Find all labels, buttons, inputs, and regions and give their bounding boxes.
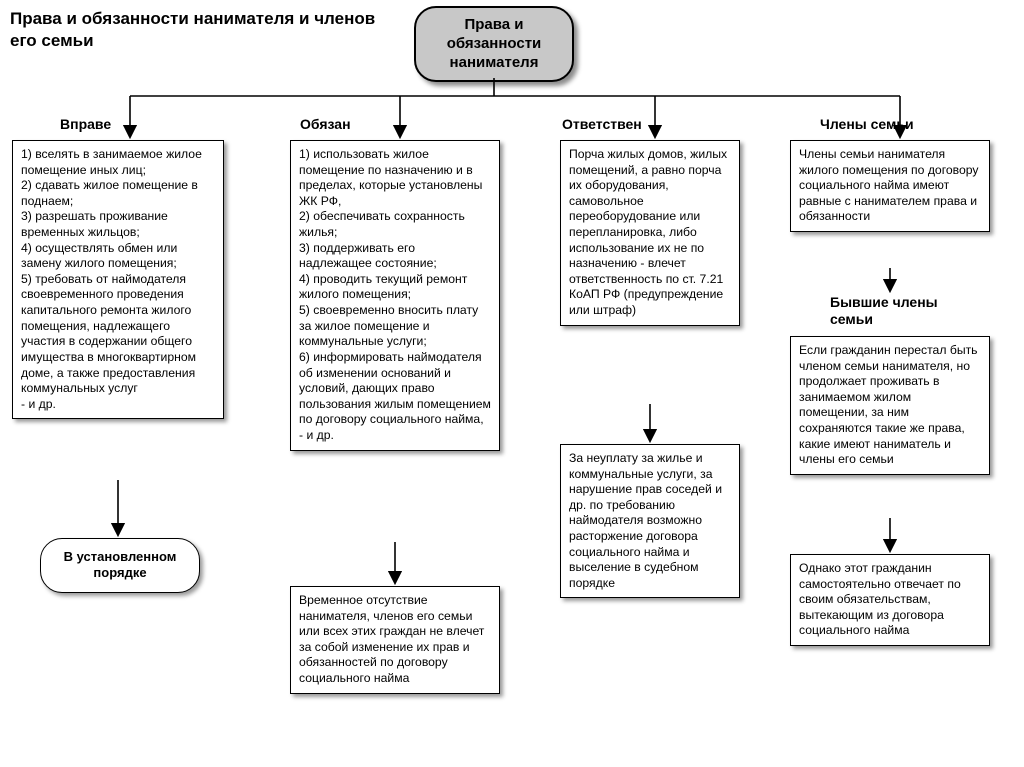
col-header-duties: Обязан — [300, 116, 351, 132]
pill-procedure: В установленном порядке — [40, 538, 200, 593]
col-header-rights: Вправе — [60, 116, 111, 132]
box-former-family-rights: Если гражданин перестал быть членом семь… — [790, 336, 990, 475]
col-header-responsible: Ответствен — [562, 116, 642, 132]
box-duties-list: 1) использовать жилое помещение по назна… — [290, 140, 500, 451]
box-liability-damage: Порча жилых домов, жилых помещений, а ра… — [560, 140, 740, 326]
col-header-family: Члены семьи — [820, 116, 914, 132]
page-title: Права и обязанности нанимателя и членов … — [10, 8, 380, 52]
box-duties-absence: Временное отсутствие нанимателя, членов … — [290, 586, 500, 694]
box-rights-list: 1) вселять в занимаемое жилое помещение … — [12, 140, 224, 419]
root-node: Права и обязанности нанимателя — [414, 6, 574, 82]
former-family-header: Бывшие члены семьи — [830, 294, 950, 328]
box-liability-nonpayment: За неуплату за жилье и коммунальные услу… — [560, 444, 740, 598]
box-former-family-liability: Однако этот гражданин самостоятельно отв… — [790, 554, 990, 646]
box-family-equal: Члены семьи нанимателя жилого помещения … — [790, 140, 990, 232]
